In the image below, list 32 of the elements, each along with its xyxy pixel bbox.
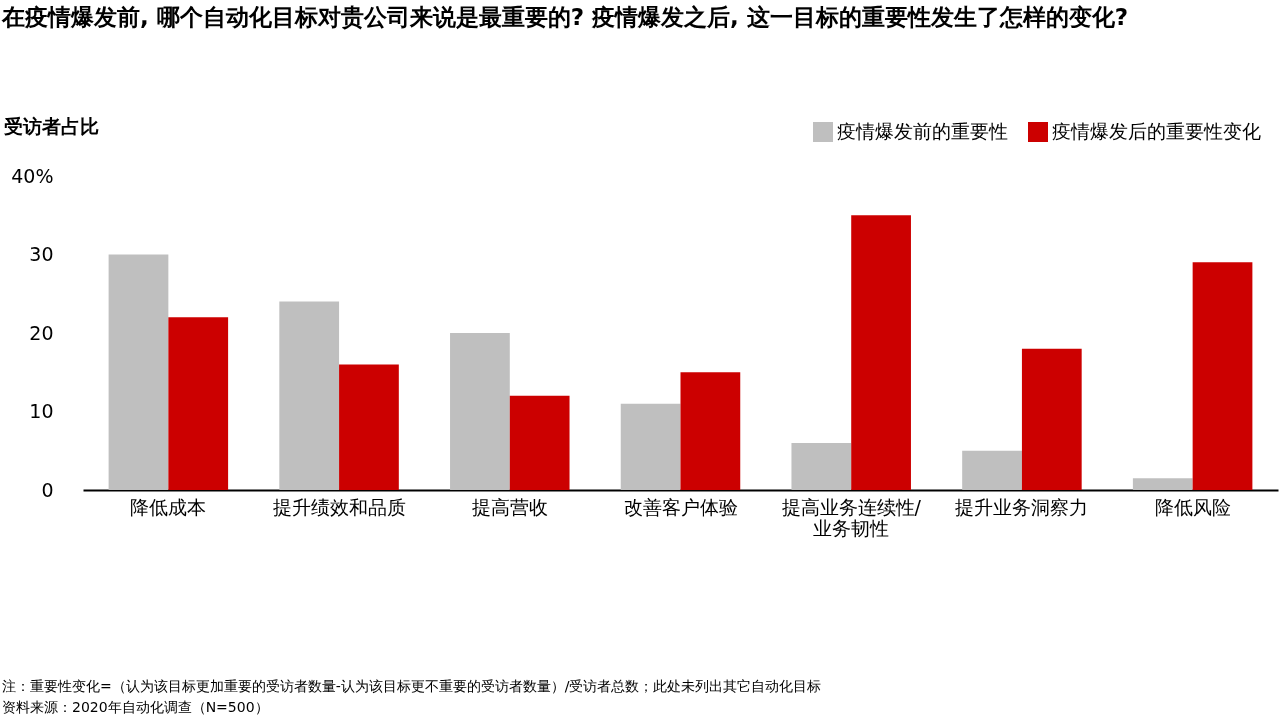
x-tick-label: 提升绩效和品质: [272, 495, 406, 518]
bar: [108, 254, 169, 490]
x-tick-label: 提升业务洞察力: [955, 495, 1089, 518]
bar: [1192, 262, 1253, 490]
bar: [620, 403, 681, 490]
bar: [509, 395, 570, 490]
text: 资料来源：2020年自动化调查（N=500）: [2, 698, 270, 717]
bar: [851, 215, 911, 490]
x-tick-label: 降低风险: [1154, 495, 1231, 518]
bar: [1132, 478, 1193, 490]
y-tick-label: 0: [41, 478, 54, 501]
bar: [962, 450, 1022, 490]
x-tick-label: 提高营收: [471, 495, 548, 518]
y-tick-label: 40%: [11, 164, 54, 187]
y-tick-label: 30: [29, 243, 54, 265]
y-tick-label: 20: [29, 321, 54, 344]
y-axis-title: 受访者占比: [4, 114, 99, 139]
x-tick-label: 降低成本: [130, 495, 207, 518]
bar: [1021, 348, 1082, 490]
bar: [279, 301, 340, 490]
bar: [680, 372, 741, 490]
bar: [791, 442, 852, 490]
y-tick-label: 10: [29, 400, 54, 422]
legend-label: 疫情爆发后的重要性变化: [1052, 121, 1261, 142]
legend-label: 疫情爆发前的重要性: [837, 121, 1008, 142]
bar: [339, 364, 399, 490]
chart-title: 在疫情爆发前, 哪个自动化目标对贵公司来说是最重要的? 疫情爆发之后, 这一目标的重要性发生了怎样的变化?: [2, 3, 1130, 32]
text: 注：重要性变化=（认为该目标更加重要的受访者数量-认为该目标更不重要的受访者数量）/受访者总数；此处未列出其它自动化目标: [2, 677, 822, 696]
x-tick-label: 提高业务连续性/业务韧性: [781, 495, 922, 539]
bar: [450, 333, 510, 490]
x-tick-label: 改善客户体验: [623, 495, 738, 518]
bar: [168, 317, 229, 490]
